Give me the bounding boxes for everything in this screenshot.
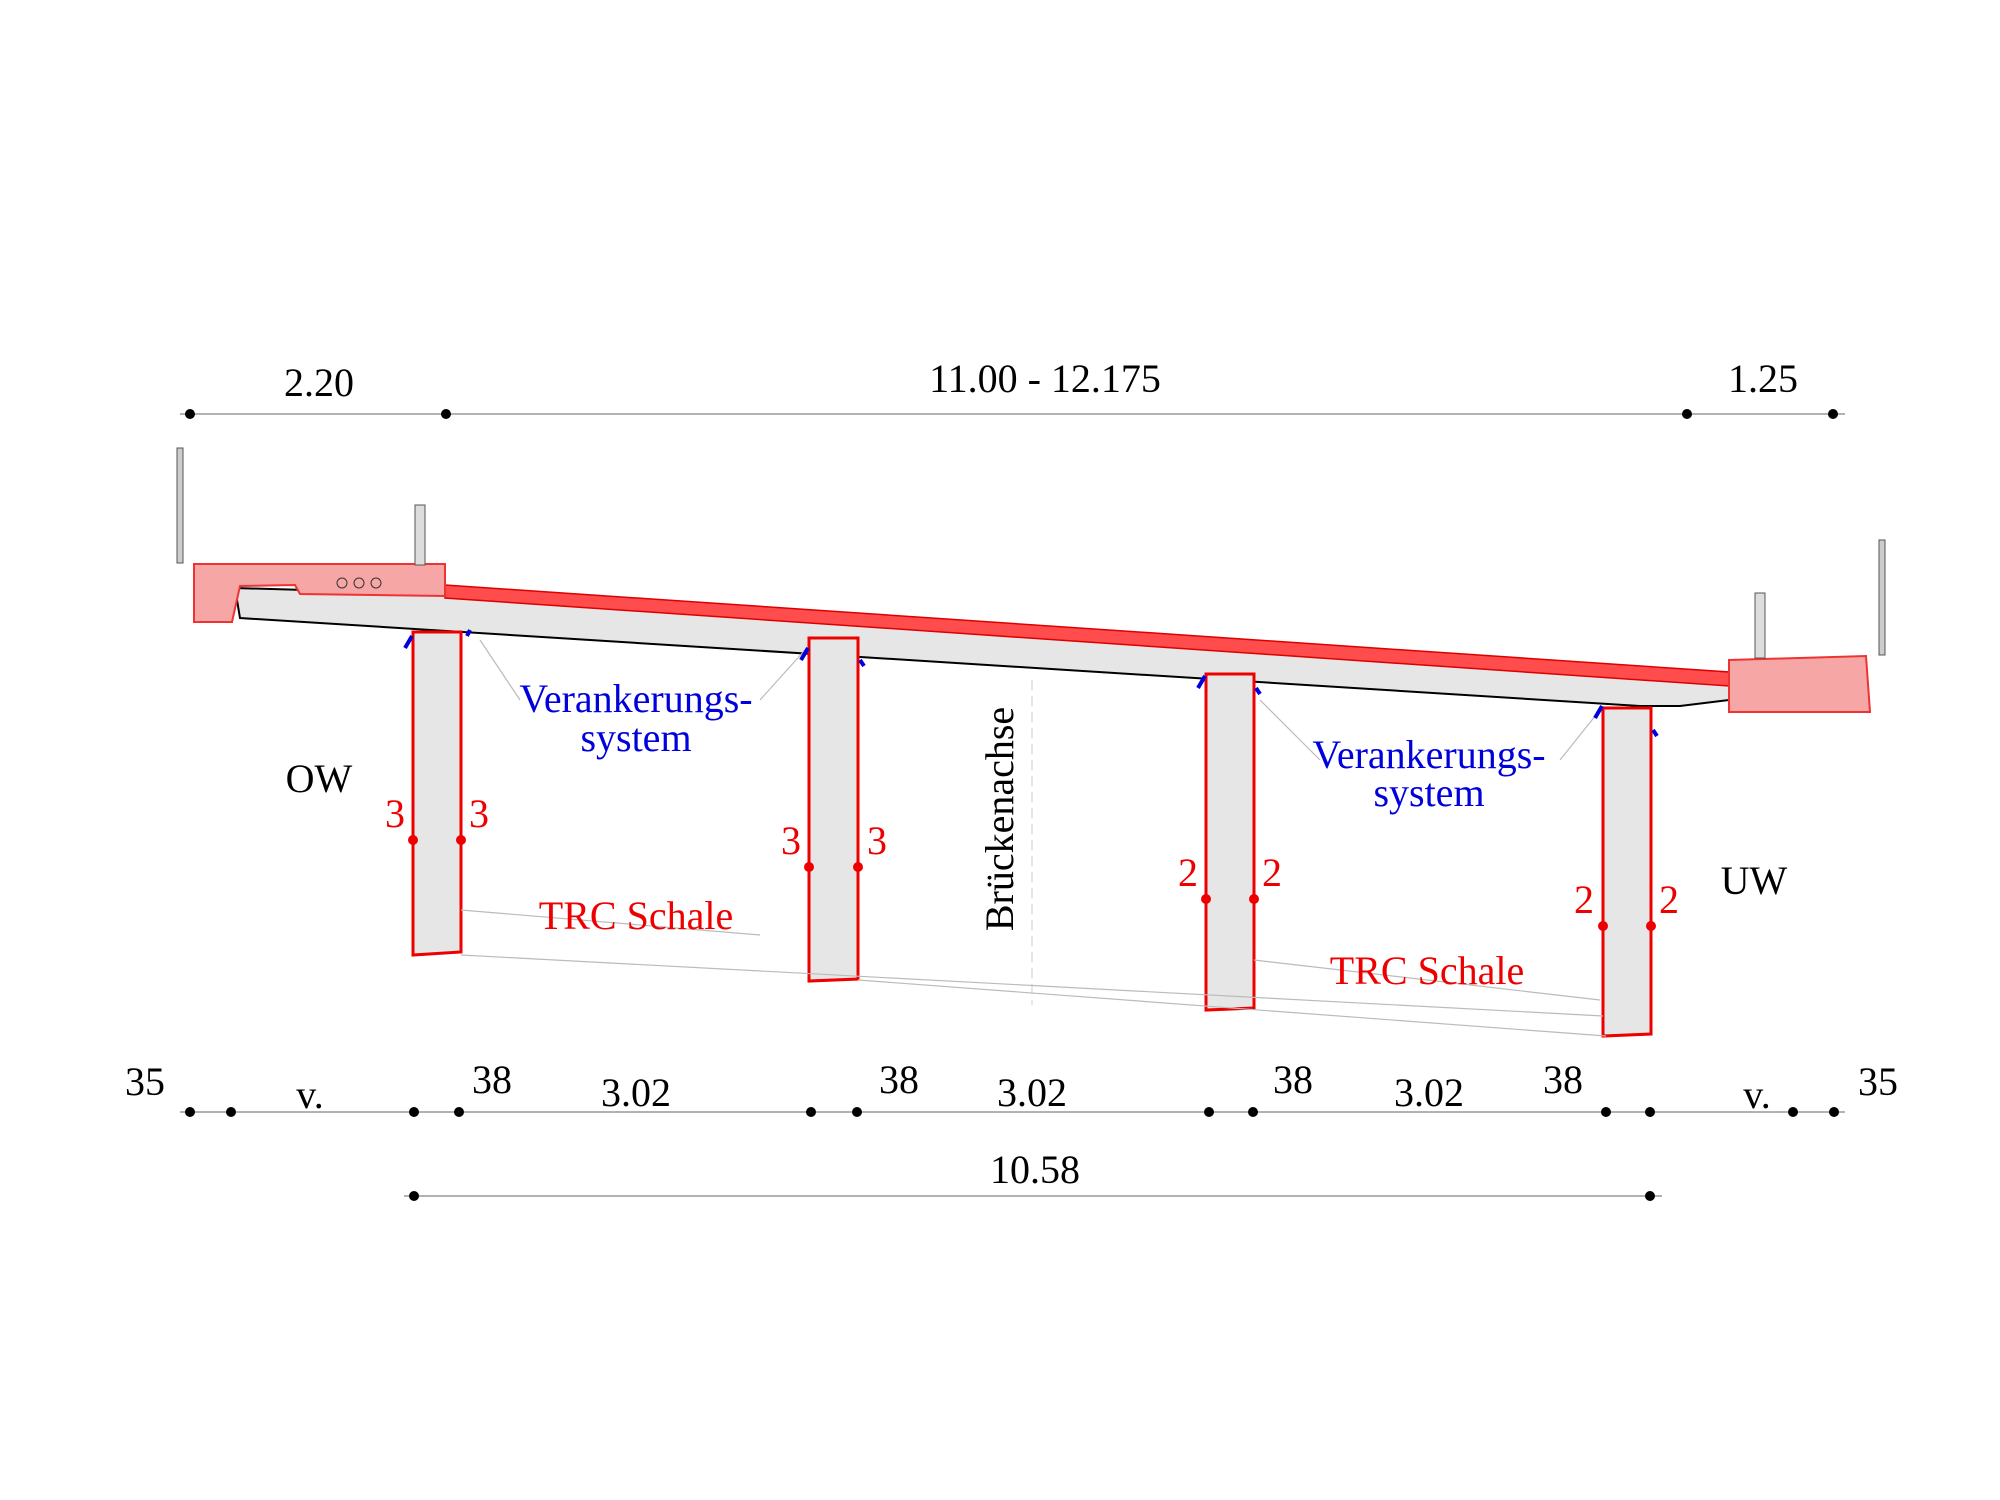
dim-label: 38 bbox=[1543, 1057, 1583, 1102]
duct bbox=[353, 577, 365, 589]
barrier-left bbox=[414, 504, 426, 566]
anchor bbox=[1651, 728, 1659, 738]
shell-label: TRC Schale bbox=[1330, 948, 1524, 993]
dim-dot bbox=[409, 1107, 419, 1117]
dim-dot bbox=[1829, 1107, 1839, 1117]
web-mark: 3 bbox=[469, 791, 489, 836]
web-mark: 2 bbox=[1178, 850, 1198, 895]
anchor bbox=[465, 629, 472, 637]
anchors bbox=[403, 629, 1659, 738]
web-mark: 2 bbox=[1659, 877, 1679, 922]
anchor bbox=[799, 646, 810, 662]
anchor bbox=[1593, 704, 1604, 720]
web-mark-dot bbox=[804, 862, 814, 872]
dim-label: 38 bbox=[472, 1057, 512, 1102]
dim-dot bbox=[1645, 1107, 1655, 1117]
dim-label: v. bbox=[1743, 1072, 1770, 1117]
dim-dot bbox=[441, 409, 451, 419]
dim-label: 11.00 - 12.175 bbox=[929, 356, 1161, 401]
railing-left bbox=[176, 447, 184, 564]
duct bbox=[336, 577, 348, 589]
dim-label: 3.02 bbox=[1394, 1070, 1464, 1115]
duct bbox=[370, 577, 382, 589]
dim-label: 3.02 bbox=[601, 1070, 671, 1115]
anchor bbox=[403, 634, 414, 650]
dim-label: 2.20 bbox=[284, 360, 354, 405]
web-mark: 2 bbox=[1574, 877, 1594, 922]
shell-label: TRC Schale bbox=[539, 893, 733, 938]
dim-dot bbox=[1601, 1107, 1611, 1117]
dim-dot bbox=[1682, 409, 1692, 419]
web-mark-dot bbox=[1249, 894, 1259, 904]
dim-dot bbox=[185, 409, 195, 419]
dim-dot bbox=[806, 1107, 816, 1117]
web-mark-dot bbox=[456, 835, 466, 845]
dim-dots-bottom bbox=[185, 1107, 1839, 1117]
dim-label: 35 bbox=[125, 1059, 165, 1104]
web-mark: 2 bbox=[1262, 850, 1282, 895]
web-mark-dot bbox=[853, 862, 863, 872]
leaders bbox=[460, 639, 1607, 1037]
dim-dot bbox=[409, 1191, 419, 1201]
anchor-label: Verankerungs- bbox=[1312, 732, 1545, 777]
dim-dot bbox=[1828, 409, 1838, 419]
dim-label: 3.02 bbox=[997, 1070, 1067, 1115]
dim-dot bbox=[454, 1107, 464, 1117]
barrier-right bbox=[1754, 592, 1766, 659]
web-mark: 3 bbox=[385, 791, 405, 836]
dim-label: 10.58 bbox=[990, 1147, 1080, 1192]
anchor bbox=[858, 658, 866, 668]
web bbox=[807, 636, 860, 983]
anchor-label: system bbox=[1373, 770, 1484, 815]
side-label: UW bbox=[1721, 858, 1788, 903]
dim-dot bbox=[1204, 1107, 1214, 1117]
web bbox=[1204, 672, 1256, 1012]
web-mark-dot bbox=[1201, 894, 1211, 904]
dim-dot bbox=[1645, 1191, 1655, 1201]
web-mark: 3 bbox=[781, 818, 801, 863]
dim-dot bbox=[852, 1107, 862, 1117]
axis-label: Brückenachse bbox=[977, 707, 1022, 931]
anchor-label: Verankerungs- bbox=[519, 676, 752, 721]
dimension-lines bbox=[180, 409, 1845, 1201]
cap-right bbox=[1728, 654, 1872, 713]
web-mark-dot bbox=[1646, 921, 1656, 931]
anchor bbox=[1196, 674, 1207, 690]
dim-dot bbox=[1788, 1107, 1798, 1117]
web bbox=[411, 630, 463, 957]
side-label: OW bbox=[286, 756, 353, 801]
dim-dot bbox=[226, 1107, 236, 1117]
dim-label: v. bbox=[296, 1072, 323, 1117]
dim-label: 38 bbox=[1273, 1057, 1313, 1102]
web-mark: 3 bbox=[867, 818, 887, 863]
webs bbox=[411, 630, 1653, 1038]
deck bbox=[176, 447, 1886, 1005]
web-mark-dot bbox=[408, 835, 418, 845]
dim-label: 1.25 bbox=[1728, 356, 1798, 401]
web-mark-dot bbox=[1598, 921, 1608, 931]
railing-right bbox=[1878, 539, 1886, 656]
dim-label: 38 bbox=[879, 1057, 919, 1102]
dim-dot bbox=[1248, 1107, 1258, 1117]
cap-left bbox=[193, 563, 446, 623]
dim-label: 35 bbox=[1858, 1059, 1898, 1104]
labels: 2.20 11.00 - 12.175 1.25 10.58 OW UW Brü… bbox=[125, 356, 1898, 1192]
dim-dot bbox=[185, 1107, 195, 1117]
anchor-label: system bbox=[580, 715, 691, 760]
web bbox=[1601, 706, 1653, 1038]
anchor bbox=[1254, 686, 1262, 696]
